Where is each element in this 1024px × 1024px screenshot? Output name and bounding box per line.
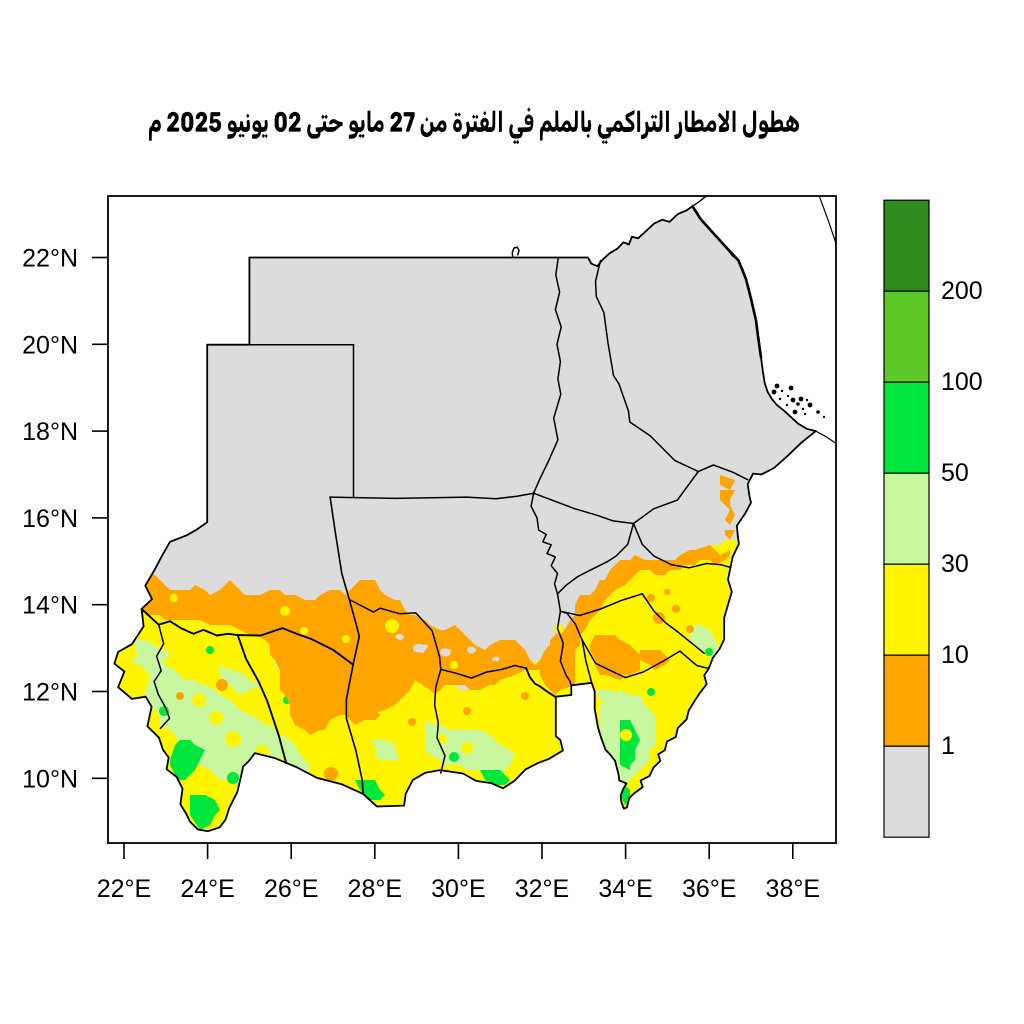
svg-text:1: 1 (941, 732, 955, 760)
svg-text:50: 50 (941, 459, 969, 487)
svg-text:36°E: 36°E (682, 875, 736, 903)
svg-text:32°E: 32°E (515, 875, 569, 903)
svg-text:30: 30 (941, 550, 969, 578)
svg-text:12°N: 12°N (22, 679, 78, 707)
svg-text:30°E: 30°E (431, 875, 485, 903)
svg-text:10: 10 (941, 641, 969, 669)
svg-text:100: 100 (941, 368, 983, 396)
svg-text:34°E: 34°E (598, 875, 652, 903)
svg-text:38°E: 38°E (766, 875, 820, 903)
svg-text:20°N: 20°N (22, 331, 78, 359)
svg-text:18°N: 18°N (22, 418, 78, 446)
svg-text:28°E: 28°E (348, 875, 402, 903)
svg-text:14°N: 14°N (22, 592, 78, 620)
svg-text:22°E: 22°E (97, 875, 151, 903)
svg-text:24°E: 24°E (180, 875, 234, 903)
svg-text:200: 200 (941, 277, 983, 305)
svg-text:26°E: 26°E (264, 875, 318, 903)
svg-text:16°N: 16°N (22, 505, 78, 533)
svg-text:10°N: 10°N (22, 765, 78, 793)
svg-text:22°N: 22°N (22, 245, 78, 273)
